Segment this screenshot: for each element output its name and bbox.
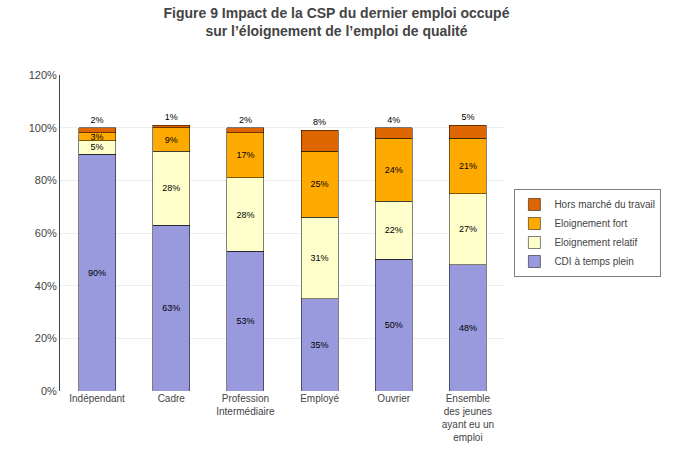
svg-text:Cadre: Cadre <box>158 393 186 404</box>
svg-text:35%: 35% <box>311 340 329 350</box>
svg-text:3%: 3% <box>91 132 104 142</box>
svg-text:48%: 48% <box>459 323 477 333</box>
svg-text:Hors marché du travail: Hors marché du travail <box>554 199 655 210</box>
svg-text:40%: 40% <box>35 280 57 292</box>
svg-text:21%: 21% <box>459 161 477 171</box>
svg-text:22%: 22% <box>385 225 403 235</box>
svg-text:Eloignement fort: Eloignement fort <box>554 218 627 229</box>
svg-text:Ouvrier: Ouvrier <box>377 393 410 404</box>
svg-text:90%: 90% <box>88 268 106 278</box>
svg-text:0%: 0% <box>41 385 57 397</box>
svg-text:9%: 9% <box>165 135 178 145</box>
svg-text:Eloignement relatif: Eloignement relatif <box>554 237 637 248</box>
svg-text:4%: 4% <box>387 115 400 125</box>
svg-text:53%: 53% <box>236 316 254 326</box>
svg-text:24%: 24% <box>385 165 403 175</box>
svg-text:25%: 25% <box>311 179 329 189</box>
svg-text:5%: 5% <box>461 112 474 122</box>
svg-text:80%: 80% <box>35 174 57 186</box>
svg-text:27%: 27% <box>459 224 477 234</box>
svg-text:63%: 63% <box>162 303 180 313</box>
svg-text:17%: 17% <box>236 150 254 160</box>
svg-text:60%: 60% <box>35 227 57 239</box>
svg-text:5%: 5% <box>91 142 104 152</box>
svg-text:50%: 50% <box>385 320 403 330</box>
svg-text:CDI à temps plein: CDI à temps plein <box>554 256 633 267</box>
svg-text:1%: 1% <box>165 112 178 122</box>
svg-text:ProfessionIntermédiaire: ProfessionIntermédiaire <box>216 393 275 417</box>
svg-text:120%: 120% <box>29 69 57 81</box>
svg-text:Figure 9 Impact de la CSP du d: Figure 9 Impact de la CSP du dernier emp… <box>164 5 510 39</box>
svg-text:28%: 28% <box>162 183 180 193</box>
svg-text:20%: 20% <box>35 332 57 344</box>
svg-text:2%: 2% <box>91 115 104 125</box>
svg-text:8%: 8% <box>313 117 326 127</box>
svg-text:28%: 28% <box>236 210 254 220</box>
svg-text:Employé: Employé <box>300 393 339 404</box>
svg-text:100%: 100% <box>29 122 57 134</box>
svg-text:31%: 31% <box>311 253 329 263</box>
svg-text:2%: 2% <box>239 115 252 125</box>
svg-text:Ensembledes jeunesayant eu une: Ensembledes jeunesayant eu unemploi <box>442 393 494 443</box>
svg-text:Indépendant: Indépendant <box>69 393 125 404</box>
